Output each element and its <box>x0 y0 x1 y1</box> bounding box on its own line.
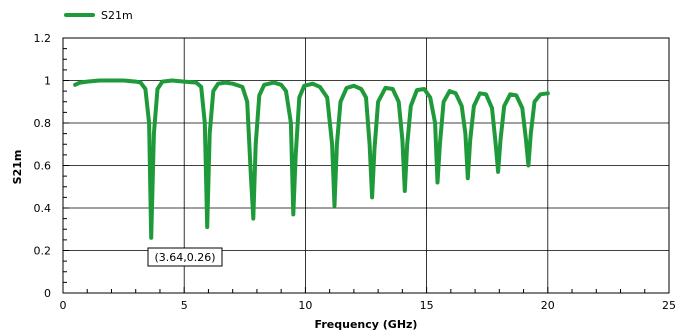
annotation-label: (3.64,0.26) <box>154 251 215 264</box>
y-tick-label: 1.2 <box>34 32 52 45</box>
y-tick-label: 0.4 <box>34 202 52 215</box>
x-tick-label: 0 <box>60 299 67 312</box>
x-tick-label: 10 <box>298 299 312 312</box>
y-axis-title: S21m <box>11 150 24 185</box>
y-tick-label: 1 <box>44 75 51 88</box>
x-axis-title: Frequency (GHz) <box>315 318 418 331</box>
y-tick-label: 0 <box>44 287 51 300</box>
legend-label: S21m <box>101 9 133 22</box>
series-layer <box>73 78 550 240</box>
x-tick-label: 15 <box>420 299 434 312</box>
y-axis-tick-labels: 0 0.2 0.4 0.6 0.8 1 1.2 <box>34 32 52 300</box>
x-axis-tick-labels: 0 5 10 15 20 25 <box>60 299 676 312</box>
x-tick-label: 25 <box>662 299 676 312</box>
data-point-annotation: (3.64,0.26) <box>147 247 223 267</box>
x-tick-label: 20 <box>541 299 555 312</box>
annotation-box <box>147 247 223 267</box>
y-tick-label: 0.6 <box>34 160 52 173</box>
axis-ticks <box>62 37 670 294</box>
x-tick-label: 5 <box>181 299 188 312</box>
series-line-s21m <box>73 78 550 240</box>
legend[interactable]: S21m <box>64 9 133 22</box>
y-tick-label: 0.2 <box>34 245 52 258</box>
y-tick-label: 0.8 <box>34 117 52 130</box>
